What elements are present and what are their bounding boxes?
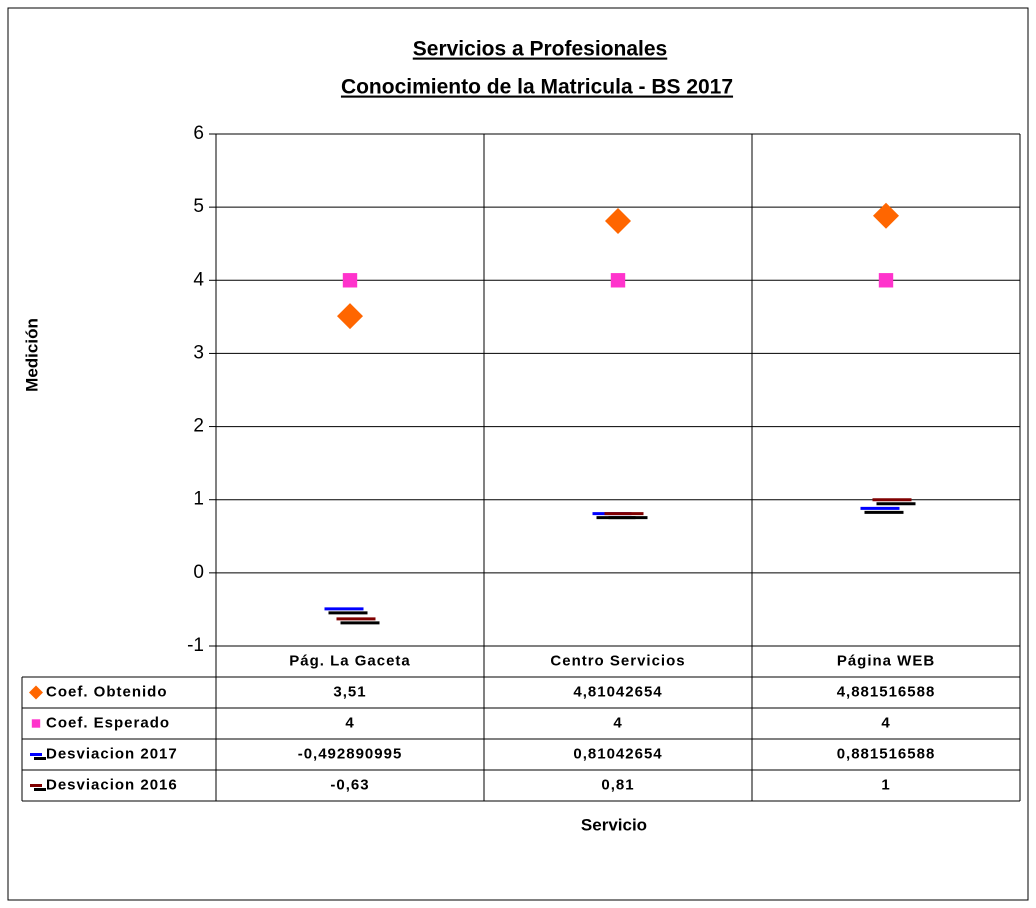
diamond-marker — [873, 202, 899, 229]
square-marker — [610, 273, 626, 288]
square-marker — [342, 273, 358, 288]
table-value: -0,63 — [330, 776, 369, 793]
table-value: 4,881516588 — [837, 683, 936, 700]
table-value: 4 — [881, 714, 890, 731]
y-tick-label: 2 — [193, 416, 204, 437]
legend-label: Coef. Obtenido — [46, 683, 168, 700]
table-value: 0,81042654 — [573, 745, 662, 762]
x-tick-label: Página WEB — [837, 652, 935, 669]
chart-border — [7, 7, 1029, 901]
y-tick-label: 1 — [193, 489, 204, 510]
legend-label: Coef. Esperado — [46, 714, 170, 731]
chart-title: Servicios a Profesionales — [413, 38, 667, 61]
table-value: 1 — [881, 776, 890, 793]
y-tick-label: 3 — [193, 342, 204, 363]
table-value: 4,81042654 — [573, 683, 662, 700]
y-tick-label: 6 — [193, 123, 204, 144]
diamond-marker — [29, 685, 43, 700]
y-tick-label: 5 — [193, 196, 204, 217]
x-tick-label: Centro Servicios — [550, 652, 685, 669]
diamond-marker — [605, 208, 631, 235]
y-tick-label: -1 — [187, 635, 204, 656]
table-value: 3,51 — [333, 683, 366, 700]
y-tick-label: 0 — [193, 562, 204, 583]
y-axis-label: Medición — [22, 318, 41, 392]
diamond-marker — [337, 303, 363, 330]
y-tick-label: 4 — [193, 269, 204, 290]
table-value: -0,492890995 — [298, 745, 403, 762]
table-value: 0,81 — [601, 776, 634, 793]
chart-subtitle: Conocimiento de la Matricula - BS 2017 — [341, 76, 733, 99]
square-marker — [878, 273, 894, 288]
table-value: 4 — [613, 714, 622, 731]
legend-label: Desviacion 2017 — [46, 745, 178, 762]
legend-label: Desviacion 2016 — [46, 776, 178, 793]
x-axis-label: Servicio — [581, 815, 647, 834]
table-value: 0,881516588 — [837, 745, 936, 762]
square-marker — [31, 719, 41, 728]
table-value: 4 — [345, 714, 354, 731]
x-tick-label: Pág. La Gaceta — [289, 652, 411, 669]
